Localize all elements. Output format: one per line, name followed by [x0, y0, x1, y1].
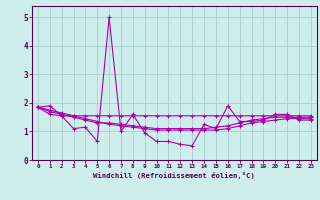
X-axis label: Windchill (Refroidissement éolien,°C): Windchill (Refroidissement éolien,°C) — [93, 172, 255, 179]
